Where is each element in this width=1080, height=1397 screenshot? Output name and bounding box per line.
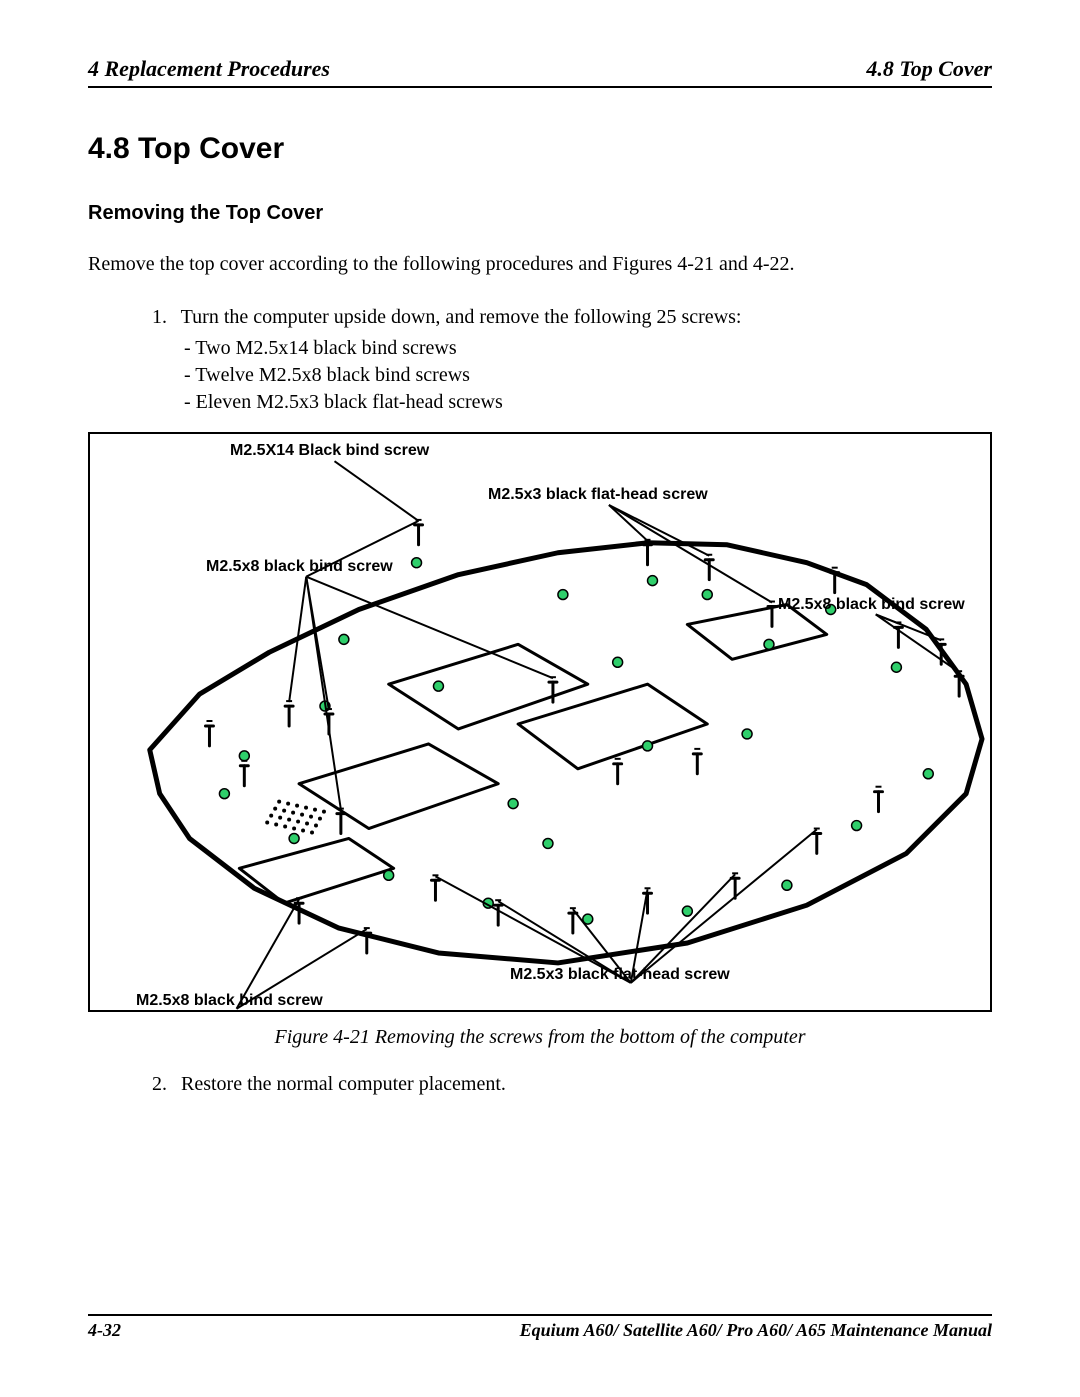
page-header: 4 Replacement Procedures 4.8 Top Cover xyxy=(88,56,992,88)
footer-manual-title: Equium A60/ Satellite A60/ Pro A60/ A65 … xyxy=(520,1320,992,1341)
section-subtitle: Removing the Top Cover xyxy=(88,202,992,225)
intro-paragraph: Remove the top cover according to the fo… xyxy=(88,251,992,278)
figure-label: M2.5x3 black flat-head screw xyxy=(510,966,730,984)
header-left: 4 Replacement Procedures xyxy=(88,56,330,82)
figure-4-21: M2.5X14 Black bind screw M2.5x3 black fla… xyxy=(88,432,992,1012)
page-footer: 4-32 Equium A60/ Satellite A60/ Pro A60/… xyxy=(88,1314,992,1341)
header-right: 4.8 Top Cover xyxy=(866,56,992,82)
step-1-sublist: - Two M2.5x14 black bind screws - Twelve… xyxy=(152,335,992,416)
list-item: - Two M2.5x14 black bind screws xyxy=(184,335,992,362)
figure-label: M2.5x8 black bind screw xyxy=(778,596,965,614)
list-item: - Eleven M2.5x3 black flat-head screws xyxy=(184,389,992,416)
list-item: 1. Turn the computer upside down, and re… xyxy=(152,304,992,331)
page: 4 Replacement Procedures 4.8 Top Cover 4… xyxy=(0,0,1080,1397)
diagram-svg xyxy=(90,434,990,1010)
figure-label: M2.5X14 Black bind screw xyxy=(230,442,429,460)
step-text: Turn the computer upside down, and remov… xyxy=(181,306,742,328)
list-item: 2. Restore the normal computer placement… xyxy=(152,1071,992,1098)
footer-page-number: 4-32 xyxy=(88,1320,121,1341)
figure-label: M2.5x8 black bind screw xyxy=(136,992,323,1010)
step-text: Restore the normal computer placement. xyxy=(181,1073,506,1095)
section-title: 4.8 Top Cover xyxy=(88,132,992,166)
step-1: 1. Turn the computer upside down, and re… xyxy=(88,304,992,416)
figure-caption: Figure 4-21 Removing the screws from the… xyxy=(88,1026,992,1049)
list-item: - Twelve M2.5x8 black bind screws xyxy=(184,362,992,389)
figure-label: M2.5x3 black flat-head screw xyxy=(488,486,708,504)
step-number: 1. xyxy=(152,304,176,331)
figure-label: M2.5x8 black bind screw xyxy=(206,558,393,576)
step-2: 2. Restore the normal computer placement… xyxy=(88,1071,992,1098)
step-number: 2. xyxy=(152,1071,176,1098)
